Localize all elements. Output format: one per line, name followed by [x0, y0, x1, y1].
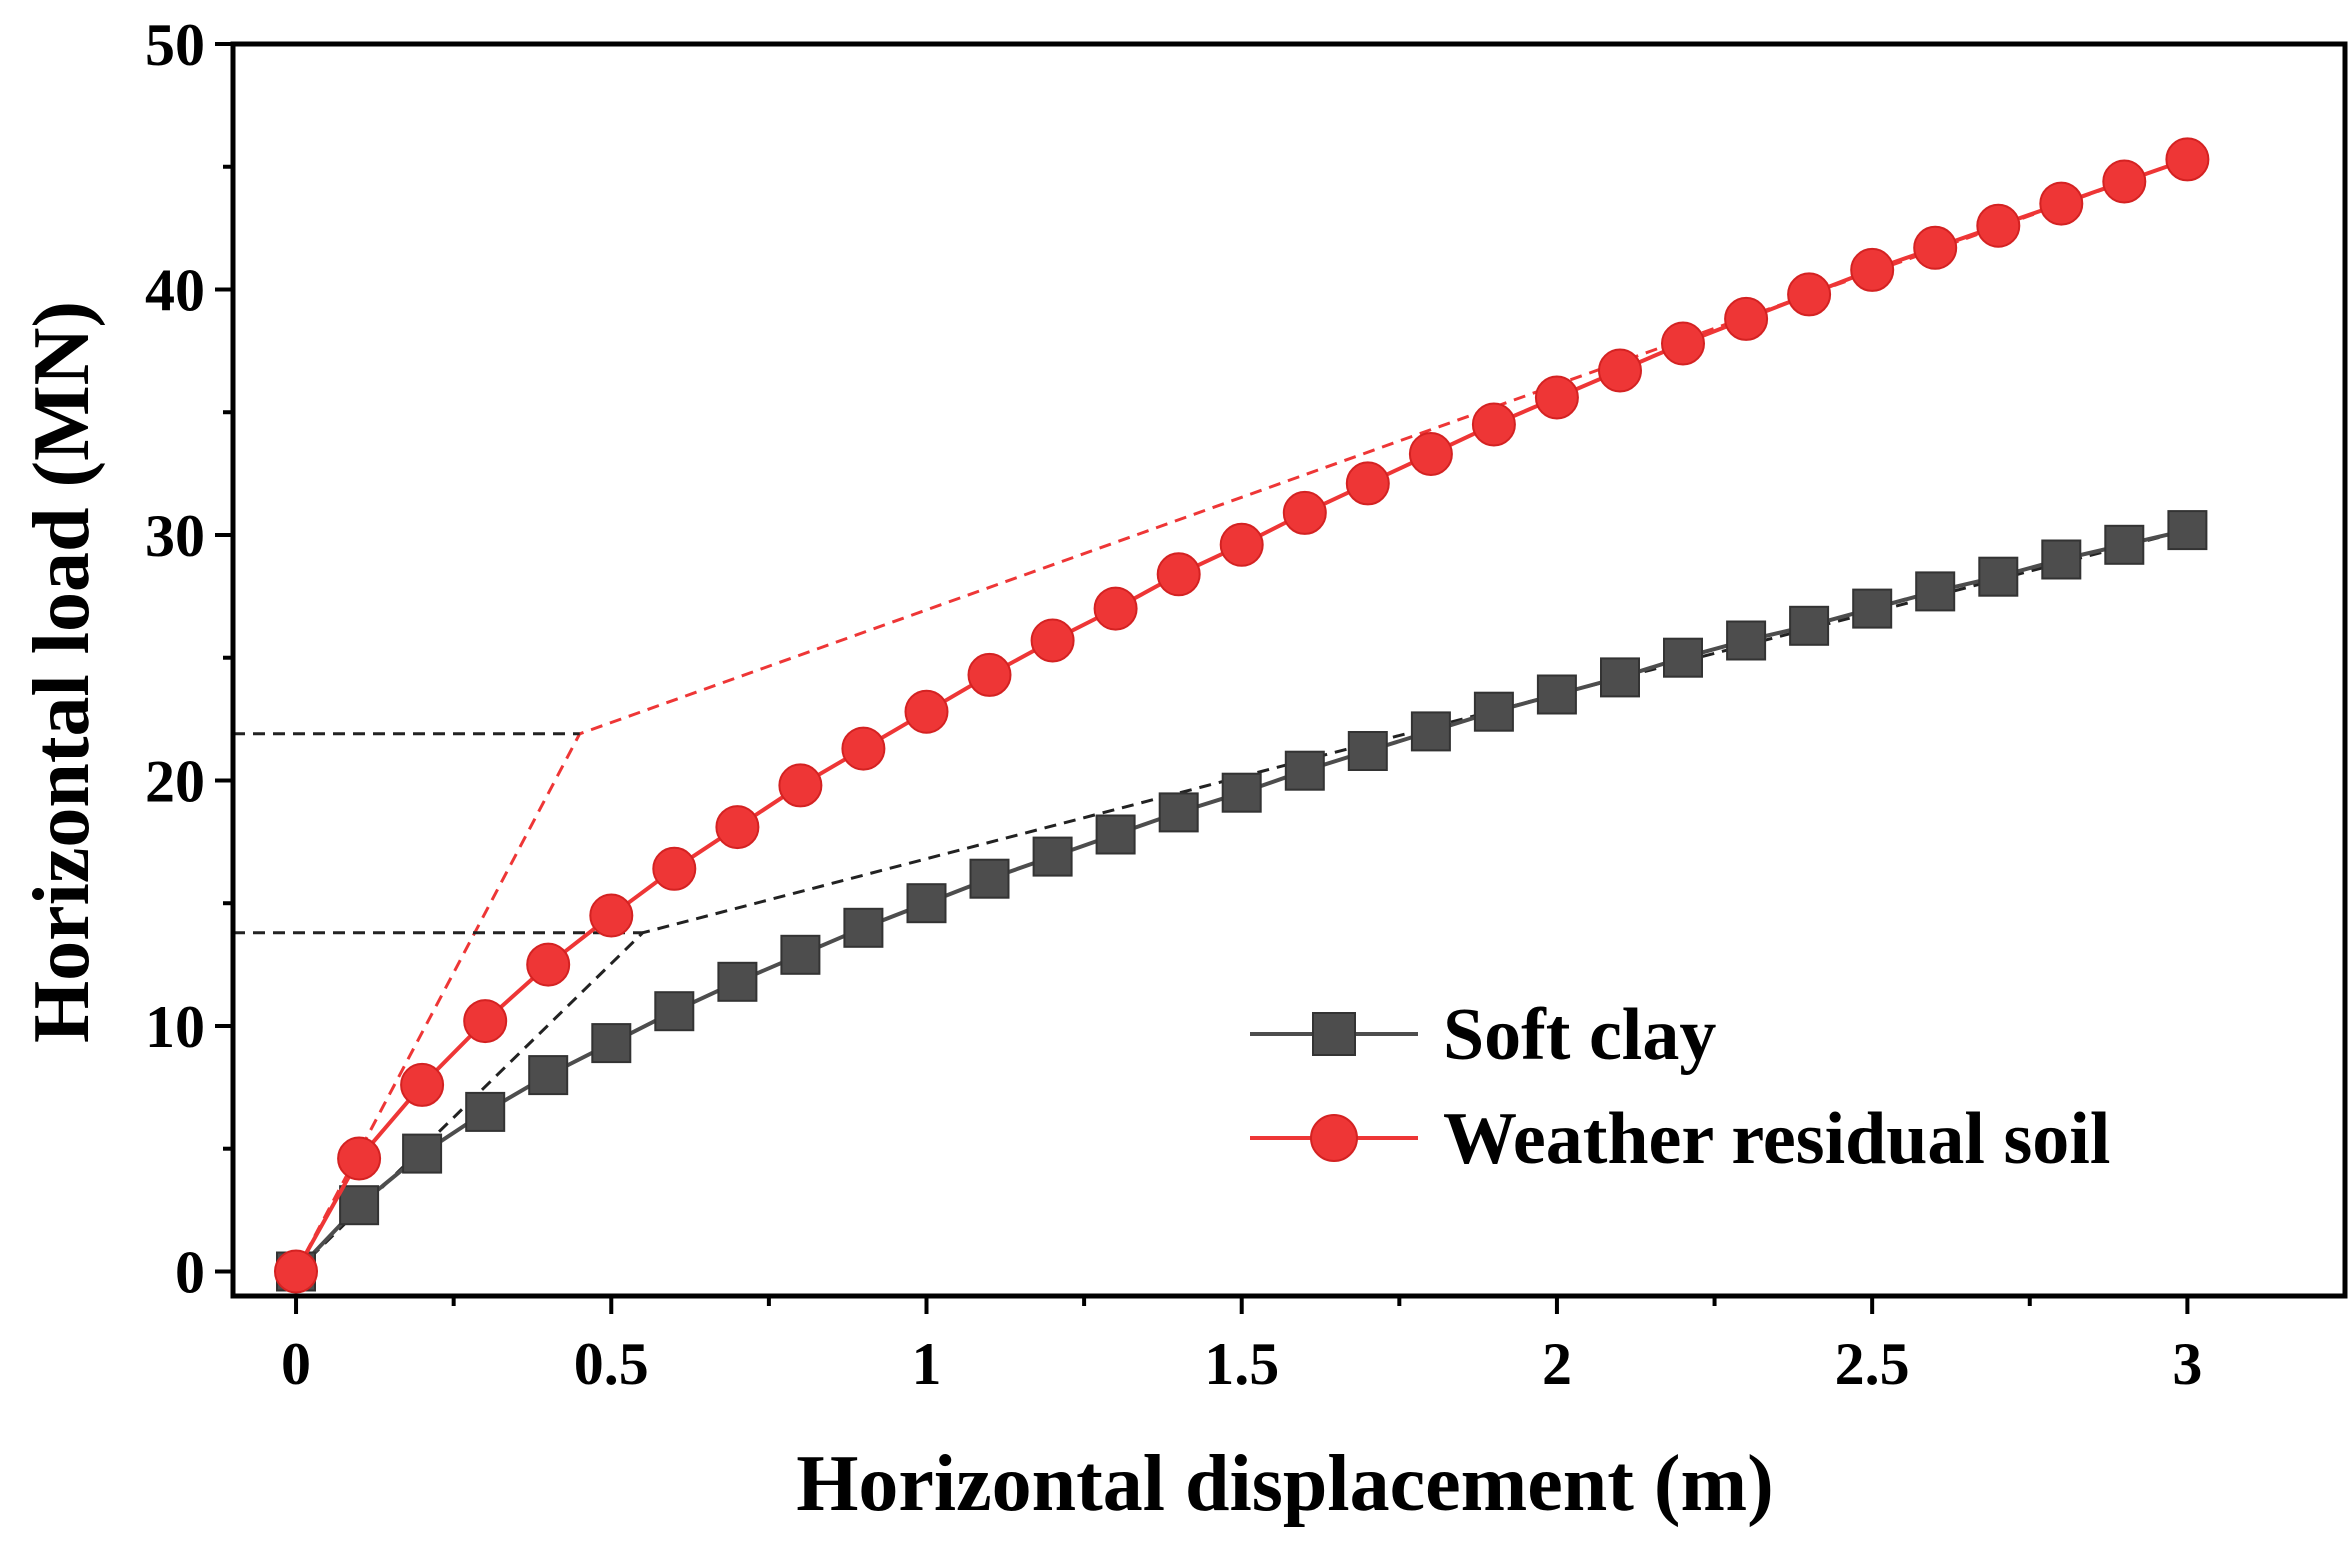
data-point-soft-clay	[1347, 731, 1388, 771]
data-point-weather-residual-soil	[715, 805, 760, 850]
data-point-soft-clay	[1915, 571, 1956, 612]
data-point-soft-clay	[1158, 792, 1199, 833]
data-point-weather-residual-soil	[1282, 490, 1327, 535]
x-tick-label: 1	[911, 1331, 941, 1397]
legend: Soft clay Weather residual soil	[1250, 994, 2110, 1180]
data-point-weather-residual-soil	[526, 942, 571, 987]
data-point-weather-residual-soil	[400, 1062, 445, 1107]
data-point-weather-residual-soil	[1661, 321, 1705, 366]
data-point-weather-residual-soil	[2102, 159, 2147, 204]
y-tick-label: 30	[145, 503, 205, 569]
data-point-soft-clay	[654, 991, 695, 1032]
x-tick-label: 0.5	[574, 1331, 649, 1397]
data-point-weather-residual-soil	[1408, 432, 1453, 476]
data-point-soft-clay	[1095, 814, 1136, 855]
x-tick-label: 0	[281, 1331, 311, 1397]
plot-frame	[230, 41, 2348, 1299]
data-point-soft-clay	[780, 934, 821, 975]
data-point-weather-residual-soil	[1976, 203, 2021, 248]
data-point-soft-clay	[906, 883, 947, 924]
data-point-soft-clay	[969, 858, 1010, 899]
data-point-weather-residual-soil	[1156, 552, 1201, 597]
y-tick-label: 20	[145, 748, 205, 814]
legend-weather-residual-soil-circle-marker	[1310, 1114, 1358, 1162]
data-point-soft-clay	[1600, 657, 1640, 698]
data-point-soft-clay	[1536, 674, 1577, 715]
data-point-soft-clay	[1978, 556, 2019, 597]
y-tick-label: 50	[145, 12, 205, 78]
data-point-soft-clay	[1852, 588, 1893, 629]
data-point-soft-clay	[843, 907, 884, 948]
plot-series	[274, 137, 2210, 1294]
data-point-soft-clay	[2041, 539, 2082, 580]
data-point-weather-residual-soil	[2039, 181, 2084, 226]
data-point-weather-residual-soil	[1345, 461, 1390, 506]
y-tick-label: 0	[175, 1239, 205, 1305]
data-point-soft-clay	[528, 1055, 569, 1096]
data-point-weather-residual-soil	[1471, 402, 1516, 447]
data-point-weather-residual-soil	[904, 689, 949, 734]
data-point-soft-clay	[402, 1133, 443, 1174]
data-point-soft-clay	[1473, 691, 1514, 732]
data-point-weather-residual-soil	[274, 1249, 318, 1294]
data-point-weather-residual-soil	[337, 1136, 382, 1181]
data-point-weather-residual-soil	[1030, 618, 1075, 663]
data-point-weather-residual-soil	[1598, 348, 1642, 393]
data-point-weather-residual-soil	[652, 846, 697, 891]
data-point-soft-clay	[339, 1185, 380, 1226]
y-tick-label: 10	[145, 994, 205, 1060]
data-point-soft-clay	[1789, 605, 1830, 646]
x-tick-label: 3	[2172, 1331, 2202, 1397]
data-point-soft-clay	[1663, 637, 1703, 678]
y-tick-label: 40	[145, 257, 205, 323]
data-point-soft-clay	[1726, 620, 1767, 661]
data-point-weather-residual-soil	[841, 726, 886, 771]
data-point-soft-clay	[2104, 524, 2145, 565]
data-point-weather-residual-soil	[1219, 522, 1264, 567]
data-point-weather-residual-soil	[1724, 296, 1769, 341]
data-point-weather-residual-soil	[463, 999, 508, 1044]
data-point-soft-clay	[465, 1091, 506, 1132]
data-point-soft-clay	[1032, 836, 1073, 877]
data-point-soft-clay	[717, 961, 758, 1002]
x-tick-label: 1.5	[1204, 1331, 1279, 1397]
data-point-weather-residual-soil	[778, 763, 823, 808]
data-point-soft-clay	[2167, 510, 2208, 551]
data-point-soft-clay	[1284, 750, 1325, 791]
data-point-weather-residual-soil	[589, 893, 634, 938]
data-point-weather-residual-soil	[967, 652, 1012, 697]
x-tick-label: 2	[1542, 1331, 1572, 1397]
data-point-weather-residual-soil	[1850, 247, 1895, 292]
data-point-weather-residual-soil	[1093, 586, 1138, 631]
x-axis-title: Horizontal displacement (m)	[796, 1440, 1774, 1528]
legend-soft-clay-square-marker	[1312, 1012, 1356, 1056]
data-point-weather-residual-soil	[2165, 137, 2210, 182]
legend-soft-clay-label: Soft clay	[1443, 994, 1716, 1076]
legend-weather-residual-soil-label: Weather residual soil	[1443, 1098, 2110, 1180]
y-axis-title: Horizontal load (MN)	[18, 301, 106, 1043]
x-tick-label: 2.5	[1835, 1331, 1910, 1397]
data-point-soft-clay	[1410, 711, 1451, 752]
data-point-weather-residual-soil	[1913, 225, 1958, 270]
data-point-weather-residual-soil	[1534, 375, 1579, 420]
data-point-soft-clay	[1221, 772, 1262, 813]
data-point-soft-clay	[591, 1023, 632, 1064]
data-point-weather-residual-soil	[1787, 272, 1832, 317]
